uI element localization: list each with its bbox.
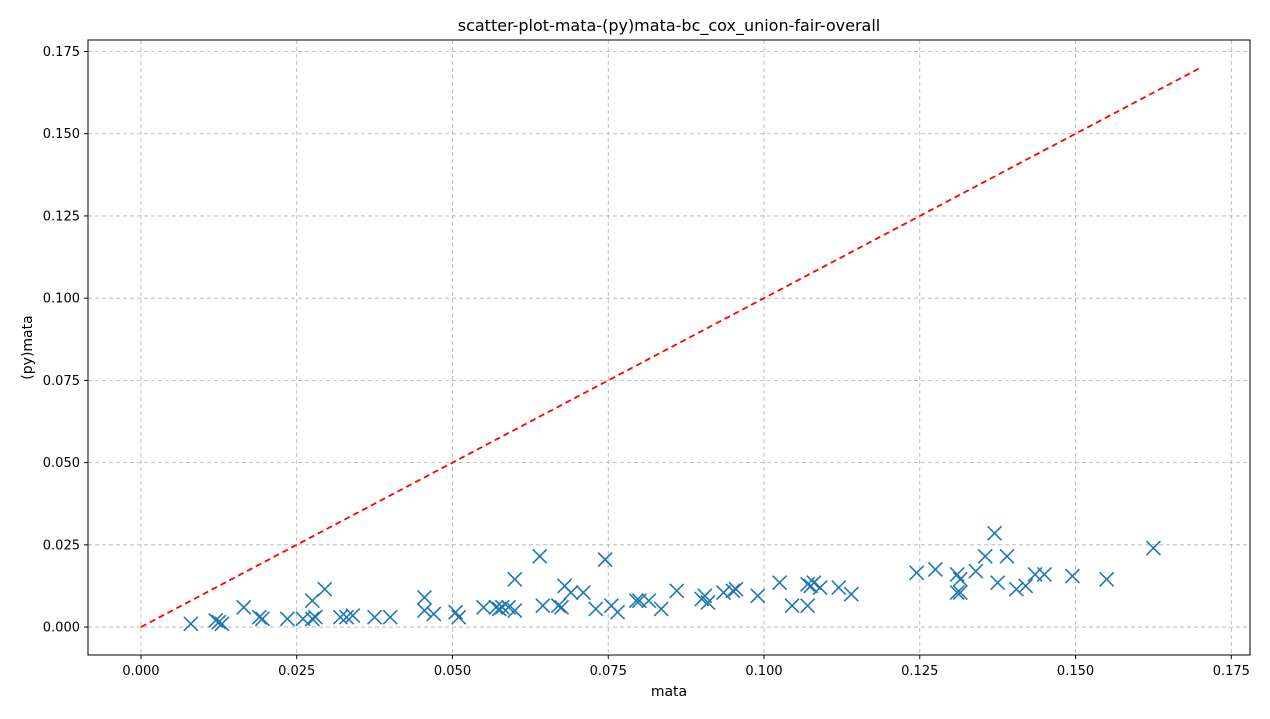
plot-frame xyxy=(87,39,1251,656)
data-point xyxy=(843,586,859,602)
data-point xyxy=(750,588,766,604)
data-point xyxy=(999,548,1015,564)
data-point xyxy=(952,571,968,587)
data-point xyxy=(345,607,361,624)
data-point xyxy=(715,584,732,601)
data-point xyxy=(831,580,847,596)
data-point xyxy=(488,599,504,615)
y-axis-ticks: 0.000 0.025 0.050 0.075 0.100 0.125 0.150 0.175 xyxy=(43,45,88,636)
data-point xyxy=(317,581,333,597)
data-point xyxy=(800,598,816,614)
data-point xyxy=(588,601,604,617)
data-point xyxy=(448,604,464,620)
data-point xyxy=(927,561,943,578)
x-tick-label: 0.175 xyxy=(1213,664,1250,679)
y-tick-label: 0.150 xyxy=(43,127,80,142)
data-point xyxy=(332,609,348,625)
y-tick-label: 0.100 xyxy=(43,292,80,307)
y-axis-label: (py)mata xyxy=(20,315,36,379)
data-point xyxy=(254,611,271,627)
data-point xyxy=(416,603,433,619)
data-point xyxy=(952,584,968,601)
data-point xyxy=(812,580,828,596)
data-point xyxy=(451,609,467,625)
data-point xyxy=(339,609,355,625)
data-point xyxy=(990,575,1006,591)
x-tick-label: 0.050 xyxy=(434,664,471,679)
points-layer xyxy=(183,525,1161,632)
data-point xyxy=(653,601,669,617)
y-tick-label: 0.025 xyxy=(43,538,80,553)
data-point xyxy=(211,614,227,630)
data-point xyxy=(183,616,199,632)
data-point xyxy=(236,599,252,615)
data-point xyxy=(304,611,320,627)
data-point xyxy=(784,598,800,614)
data-point xyxy=(535,598,551,614)
y-tick-label: 0.125 xyxy=(43,209,80,224)
x-axis-ticks: 0.000 0.025 0.050 0.075 0.100 0.125 0.150 0.175 xyxy=(122,655,1250,679)
data-point xyxy=(367,609,383,625)
data-point xyxy=(279,611,295,627)
data-point xyxy=(610,604,626,620)
data-point xyxy=(949,566,965,582)
data-point xyxy=(1064,568,1080,584)
grid-layer xyxy=(88,40,1250,655)
data-point xyxy=(532,548,548,564)
x-tick-label: 0.125 xyxy=(901,664,938,679)
data-point xyxy=(669,583,685,599)
data-point xyxy=(700,594,716,610)
data-point xyxy=(909,565,925,581)
data-point xyxy=(772,575,788,591)
data-point xyxy=(728,581,744,597)
data-point xyxy=(597,552,613,568)
data-point xyxy=(507,603,523,619)
data-point xyxy=(304,593,320,609)
y-tick-label: 0.075 xyxy=(43,374,80,389)
x-tick-label: 0.100 xyxy=(745,664,782,679)
data-point xyxy=(1018,578,1034,594)
x-tick-label: 0.150 xyxy=(1057,664,1094,679)
data-point xyxy=(725,583,741,599)
data-point xyxy=(426,606,442,622)
chart-title: scatter-plot-mata-(py)mata-bc_cox_union-… xyxy=(458,16,881,36)
x-tick-label: 0.025 xyxy=(278,664,315,679)
data-point xyxy=(986,525,1003,541)
data-point xyxy=(1036,566,1052,582)
data-point xyxy=(641,593,657,609)
data-point xyxy=(949,584,965,601)
data-point xyxy=(307,609,323,625)
data-point xyxy=(1008,581,1024,597)
data-point xyxy=(977,548,993,564)
data-point xyxy=(800,576,816,592)
data-point xyxy=(575,584,591,601)
data-point xyxy=(491,601,507,617)
data-point xyxy=(476,599,492,615)
data-point xyxy=(550,598,566,614)
data-point xyxy=(416,589,433,606)
data-point xyxy=(507,571,523,587)
data-point xyxy=(553,599,570,615)
data-point xyxy=(494,599,510,615)
data-point xyxy=(382,609,398,625)
data-point xyxy=(251,609,267,625)
data-point xyxy=(1145,540,1161,556)
x-tick-label: 0.000 xyxy=(122,664,159,679)
data-point xyxy=(968,563,984,579)
data-point xyxy=(1099,571,1115,587)
data-point xyxy=(806,575,822,591)
data-point xyxy=(214,616,230,632)
data-point xyxy=(563,584,579,601)
y-tick-label: 0.050 xyxy=(43,456,80,471)
y-tick-label: 0.000 xyxy=(43,621,80,636)
y-tick-label: 0.175 xyxy=(43,45,80,60)
x-tick-label: 0.075 xyxy=(590,664,627,679)
x-axis-label: mata xyxy=(651,684,687,700)
data-point xyxy=(628,593,644,609)
